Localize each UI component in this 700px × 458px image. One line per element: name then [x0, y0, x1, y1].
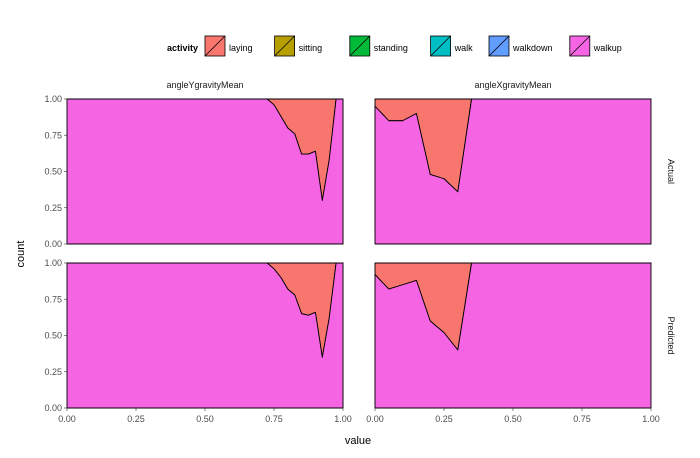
x-tick-label: 0.50 [504, 414, 522, 424]
band-walkup [374, 98, 652, 245]
x-tick-label: 0.25 [435, 414, 453, 424]
legend-key-slash [430, 35, 451, 57]
y-tick-label: 0.50 [44, 331, 62, 341]
y-tick-label: 0.50 [44, 167, 62, 177]
x-tick-label: 0.25 [127, 414, 145, 424]
facet-row-label: Predicted [666, 316, 676, 354]
x-tick-label: 1.00 [334, 414, 352, 424]
x-tick-label: 0.75 [265, 414, 283, 424]
legend-key-slash [274, 35, 295, 57]
legend-entry-sitting: sitting [274, 35, 323, 57]
panel-angleYgravityMean-Actual: angleYgravityMean 0.00 0.25 0.50 0.75 1.00 [44, 80, 344, 249]
panel-angleYgravityMean-Predicted: 0.00 0.25 0.50 0.75 1.00 0.00 0.25 0.50 0.75 1.00 [44, 258, 351, 424]
legend-key-slash [204, 35, 226, 57]
x-tick-label: 0.00 [58, 414, 76, 424]
legend-entry-walk: walk [430, 35, 474, 57]
x-tick-label: 0.00 [366, 414, 384, 424]
legend-key-slash [488, 35, 510, 57]
legend-label-walkup: walkup [593, 43, 622, 53]
legend-entry-walkdown: walkdown [488, 35, 553, 57]
legend-entry-laying: laying [204, 35, 253, 57]
band-walkup [374, 262, 652, 409]
x-tick-label: 1.00 [642, 414, 660, 424]
y-tick-label: 0.75 [44, 130, 62, 140]
band-walkup [66, 98, 344, 245]
legend-label-laying: laying [229, 43, 253, 53]
legend-label-walkdown: walkdown [512, 43, 553, 53]
facet-panels: angleYgravityMean0.000.250.500.751.00ang… [44, 80, 676, 424]
x-axis-title: value [345, 435, 371, 447]
legend-key-slash [569, 35, 591, 57]
legend: activity laying sitting standing walk walkdo… [167, 35, 622, 57]
y-tick-label: 0.25 [44, 203, 62, 213]
y-tick-label: 0.25 [44, 367, 62, 377]
x-tick-label: 0.75 [573, 414, 591, 424]
legend-key-slash [349, 35, 371, 57]
y-tick-label: 0.00 [44, 403, 62, 413]
legend-entry-walkup: walkup [569, 35, 622, 57]
facet-col-label: angleXgravityMean [474, 80, 551, 90]
y-tick-label: 0.00 [44, 239, 62, 249]
y-axis-title: count [15, 241, 27, 268]
legend-label-sitting: sitting [299, 43, 323, 53]
y-tick-label: 0.75 [44, 294, 62, 304]
panel-angleXgravityMean-Actual: angleXgravityMean Actual [374, 80, 676, 245]
facet-row-label: Actual [666, 159, 676, 184]
legend-label-walk: walk [454, 43, 474, 53]
facet-col-label: angleYgravityMean [166, 80, 243, 90]
panel-angleXgravityMean-Predicted: Predicted 0.00 0.25 0.50 0.75 1.00 [366, 262, 676, 424]
legend-label-standing: standing [374, 43, 408, 53]
y-tick-label: 1.00 [44, 258, 62, 268]
legend-entry-standing: standing [349, 35, 408, 57]
x-tick-label: 0.50 [196, 414, 214, 424]
legend-title: activity [167, 43, 198, 53]
y-tick-label: 1.00 [44, 94, 62, 104]
